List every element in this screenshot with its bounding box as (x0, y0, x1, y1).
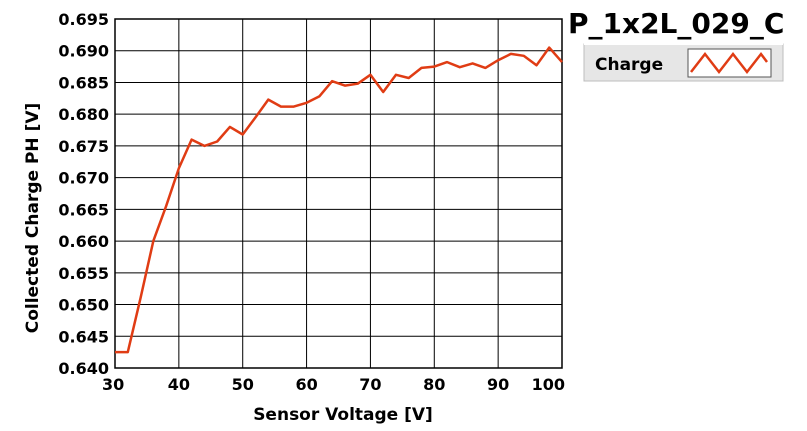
y-tick-label: 0.675 (58, 137, 109, 156)
x-tick-label: 80 (423, 375, 445, 394)
plot-area (114, 18, 563, 369)
x-tick-label: 70 (359, 375, 381, 394)
legend[interactable]: Charge (583, 43, 784, 82)
grid-lines (115, 19, 562, 368)
y-tick-label: 0.690 (58, 42, 109, 61)
y-tick-label: 0.650 (58, 296, 109, 315)
y-tick-label: 0.640 (58, 359, 109, 378)
legend-series-line (690, 51, 768, 75)
y-tick-label: 0.670 (58, 169, 109, 188)
legend-swatch (687, 48, 772, 78)
chart-title: P_1x2L_029_C (568, 7, 784, 40)
x-tick-label: 60 (295, 375, 317, 394)
y-tick-label: 0.685 (58, 73, 109, 92)
y-tick-label: 0.655 (58, 264, 109, 283)
x-tick-label: 30 (102, 375, 124, 394)
y-tick-label: 0.695 (58, 10, 109, 29)
y-axis-title: Collected Charge PH [V] (23, 103, 43, 334)
x-axis-ticks: 30 40 50 60 70 80 90 100 (102, 375, 565, 394)
y-tick-label: 0.645 (58, 327, 109, 346)
y-tick-label: 0.665 (58, 200, 109, 219)
y-tick-label: 0.680 (58, 105, 109, 124)
y-axis-ticks: 0.640 0.645 0.650 0.655 0.660 0.665 0.670 0.675… (58, 10, 109, 378)
x-axis-title: Sensor Voltage [V] (253, 405, 433, 425)
x-tick-label: 100 (532, 375, 565, 394)
y-tick-label: 0.660 (58, 232, 109, 251)
series-line-charge (115, 46, 563, 354)
x-tick-label: 40 (168, 375, 190, 394)
x-tick-label: 50 (232, 375, 254, 394)
series-layer (115, 46, 563, 354)
legend-label: Charge (595, 55, 663, 75)
x-tick-label: 90 (487, 375, 509, 394)
